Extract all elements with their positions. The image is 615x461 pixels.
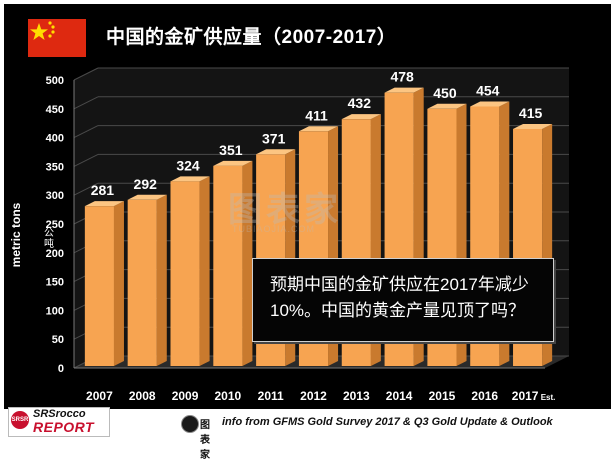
gridline-depth [73, 153, 99, 167]
y-tick-label: 450 [46, 104, 64, 116]
chart-panel: 0 50 100 150 200 250 300 350 400 450 500 281 2007 292… [4, 4, 611, 461]
bar-top [127, 194, 167, 200]
data-label: 415 [519, 105, 543, 121]
y-axis-label: metric tons [6, 170, 26, 300]
x-tick-label: 2008 [129, 389, 156, 403]
bar-top [213, 160, 253, 166]
flag-big-star [30, 23, 48, 40]
flag-small-star-1 [48, 21, 52, 25]
flag-field [28, 19, 86, 57]
y-tick-label: 150 [46, 277, 64, 289]
x-tick-label: 2010 [215, 389, 242, 403]
y-tick-label: 0 [58, 363, 64, 375]
bar-top [84, 201, 124, 207]
bar [170, 181, 200, 366]
china-flag-icon [28, 19, 86, 57]
bar-top [513, 123, 553, 129]
annotation-line-2: 10%。中国的黄金产量见顶了吗？ [270, 301, 526, 320]
bar-top [170, 176, 210, 182]
srsrocco-report-logo: SRSR SRSrocco REPORT [8, 407, 110, 437]
y-tick-label: 400 [46, 133, 64, 145]
x-tick-label: 2012 [300, 389, 327, 403]
data-label: 478 [390, 69, 414, 85]
gridline-depth [73, 96, 99, 110]
bar-top [470, 101, 510, 107]
bar [84, 206, 114, 366]
x-tick-label: 2014 [386, 389, 413, 403]
flag-small-star-3 [51, 30, 55, 34]
y-tick-label: 500 [46, 75, 64, 87]
data-label: 371 [262, 130, 286, 146]
y-tick-label: 250 [46, 219, 64, 231]
x-tick-label: 2009 [172, 389, 199, 403]
logo-line-1: SRSrocco [33, 408, 86, 420]
data-label: 351 [219, 142, 243, 158]
bar-top [298, 126, 339, 132]
gridline-depth [73, 67, 99, 81]
data-label: 292 [134, 176, 158, 192]
bar-top [341, 114, 381, 120]
y-tick-label: 50 [52, 334, 64, 346]
bar [213, 165, 243, 366]
y-tick-label: 200 [46, 248, 64, 260]
bar-side [113, 201, 124, 366]
bar-top [256, 149, 296, 155]
data-label: 454 [476, 82, 500, 98]
watermark: 图表家 TUBIAOJIA.COM [218, 178, 378, 248]
bar-side [199, 176, 210, 366]
source-note: info from GFMS Gold Survey 2017 & Q3 Gol… [222, 416, 553, 428]
y-axis-label-text: metric tons [9, 202, 23, 267]
annotation-line-1: 预期中国的金矿供应在2017年减少 [270, 275, 529, 294]
x-tick-label: 2015 [429, 389, 456, 403]
chart-title: 中国的金矿供应量（2007-2017） [106, 27, 397, 48]
logo-line-2: REPORT [33, 419, 95, 435]
x-tick-label: 2016 [471, 389, 498, 403]
y-tick-label: 350 [46, 161, 64, 173]
bar [127, 199, 157, 366]
annotation-text: 预期中国的金矿供应在2017年减少 10%。中国的黄金产量见顶了吗？ [270, 272, 550, 324]
flag-small-star-4 [48, 34, 52, 38]
bar-top [427, 103, 467, 109]
flag-small-star-2 [51, 25, 55, 29]
data-label: 432 [348, 95, 372, 111]
logo-badge-icon: SRSR [11, 411, 29, 429]
y-axis-label-cn: 公吨 [44, 228, 54, 250]
watermark-main: 图表家 [228, 191, 342, 229]
bar-side [242, 160, 253, 366]
x-tick-label: 2017 Est. [512, 389, 556, 403]
data-label: 411 [305, 107, 328, 123]
y-tick-label: 100 [46, 305, 64, 317]
bar-top [384, 87, 424, 93]
data-label: 324 [176, 157, 200, 173]
tubiaojia-text: 图表家 [200, 420, 210, 461]
watermark-sub: TUBIAOJIA.COM [232, 224, 316, 234]
y-tick-label: 300 [46, 190, 64, 202]
data-label: 281 [91, 182, 115, 198]
annotation-box [252, 258, 554, 342]
x-tick-label: 2007 [86, 389, 113, 403]
tubiaojia-logo-icon [181, 415, 199, 433]
tubiaojia-mark: 图表家 [181, 414, 217, 461]
gridline-depth [73, 125, 99, 139]
bar-side [156, 194, 167, 366]
x-tick-label: 2011 [258, 389, 284, 403]
x-tick-label: 2013 [343, 389, 370, 403]
data-label: 450 [433, 85, 457, 101]
gridline-depth [73, 182, 99, 196]
